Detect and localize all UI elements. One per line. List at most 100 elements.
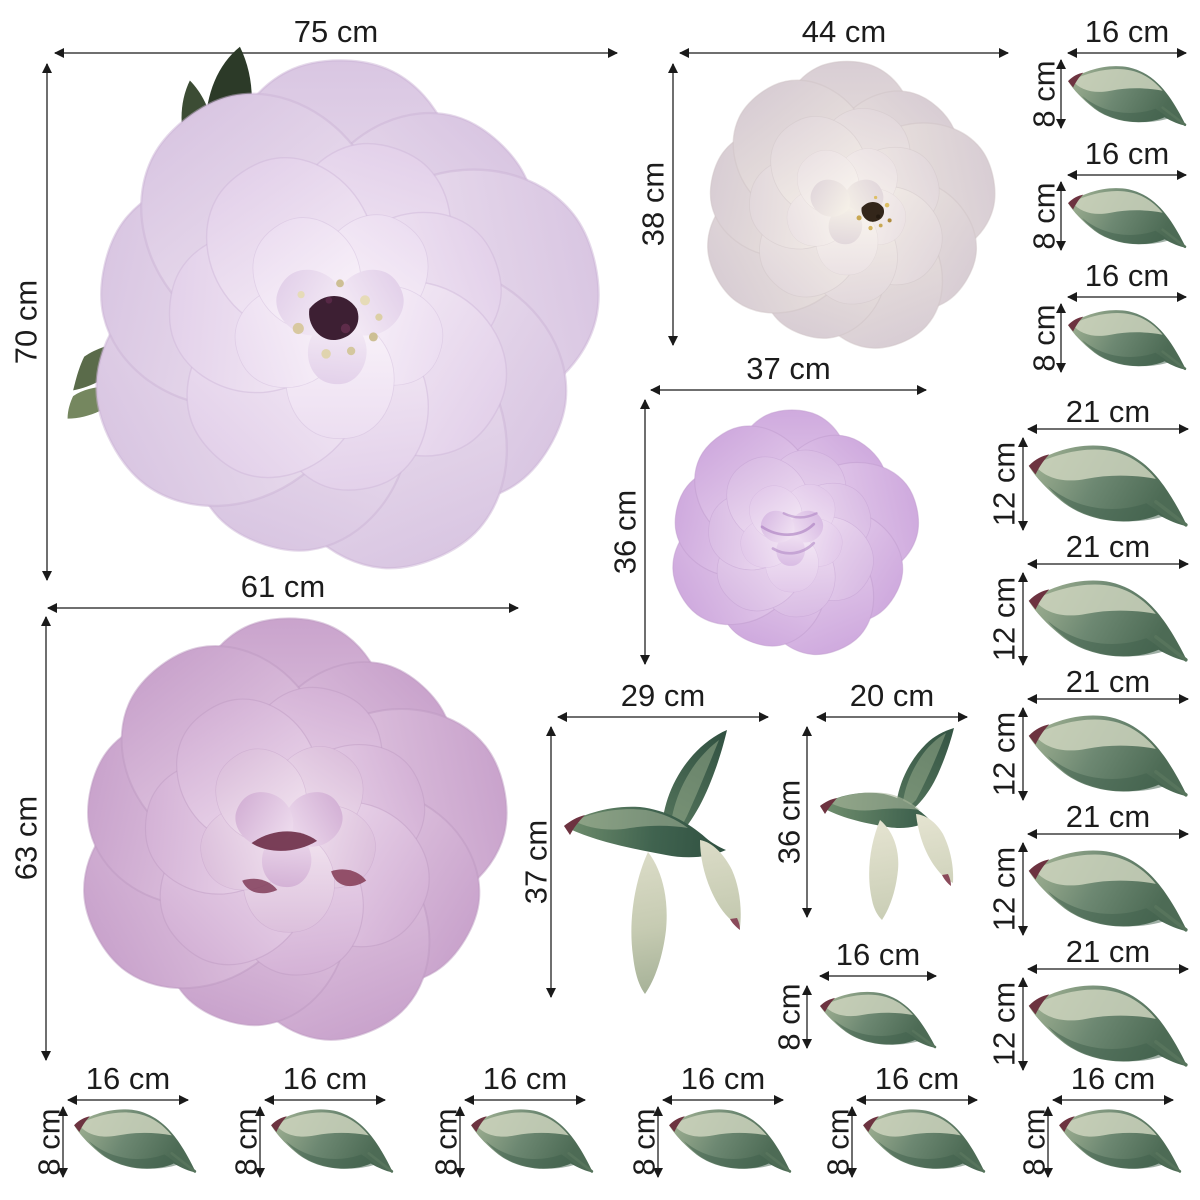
- height-label: 8 cm: [1026, 304, 1062, 372]
- width-arrow: [264, 1095, 386, 1105]
- width-label: 16 cm: [680, 1061, 766, 1096]
- height-arrow: [1018, 437, 1028, 531]
- width-arrow: [67, 1095, 189, 1105]
- height-arrow: [42, 63, 52, 581]
- width-label: 16 cm: [835, 937, 921, 972]
- height-label: 8 cm: [228, 1108, 264, 1176]
- leaf-art: [72, 1107, 198, 1174]
- peony-purple-art: [55, 614, 523, 1056]
- height-label: 37 cm: [518, 819, 554, 905]
- height-arrow: [802, 985, 812, 1049]
- width-arrow: [679, 48, 1009, 58]
- leaf-art: [818, 990, 938, 1050]
- height-label: 8 cm: [1026, 60, 1062, 128]
- width-label: 16 cm: [1084, 136, 1170, 171]
- width-label: 16 cm: [1070, 1061, 1156, 1096]
- leaf-art: [1066, 186, 1188, 250]
- width-label: 21 cm: [1065, 529, 1151, 564]
- leaf-art: [1026, 443, 1190, 529]
- height-label: 12 cm: [986, 981, 1022, 1067]
- width-arrow: [54, 48, 618, 58]
- height-arrow: [802, 726, 812, 918]
- width-arrow: [1027, 829, 1189, 839]
- height-label: 8 cm: [1026, 182, 1062, 250]
- width-arrow: [1027, 559, 1189, 569]
- width-arrow: [1067, 292, 1187, 302]
- width-label: 16 cm: [85, 1061, 171, 1096]
- branch-large-art: [562, 728, 743, 996]
- width-label: 37 cm: [746, 351, 831, 386]
- height-label: 36 cm: [607, 489, 643, 575]
- height-arrow: [1056, 181, 1066, 251]
- height-arrow: [640, 399, 650, 665]
- height-label: 12 cm: [986, 711, 1022, 797]
- width-arrow: [1027, 964, 1189, 974]
- width-arrow: [650, 385, 927, 395]
- height-arrow: [1018, 572, 1028, 666]
- peony-lavender-art: [62, 58, 618, 582]
- width-label: 16 cm: [874, 1061, 960, 1096]
- width-arrow: [1027, 694, 1189, 704]
- width-arrow: [1027, 424, 1189, 434]
- height-arrow: [255, 1106, 265, 1178]
- width-label: 75 cm: [293, 14, 379, 49]
- width-label: 21 cm: [1065, 799, 1151, 834]
- width-arrow: [1067, 48, 1187, 58]
- peony-lilac-art: [656, 402, 928, 668]
- width-label: 16 cm: [1084, 14, 1170, 49]
- height-label: 8 cm: [1016, 1108, 1052, 1176]
- width-label: 29 cm: [620, 678, 706, 713]
- peony-white-art: [688, 68, 1006, 348]
- width-arrow: [1067, 170, 1187, 180]
- leaf-art: [1026, 848, 1190, 934]
- height-label: 8 cm: [771, 983, 807, 1051]
- height-arrow: [455, 1106, 465, 1178]
- width-arrow: [557, 712, 769, 722]
- leaf-art: [667, 1107, 793, 1174]
- height-label: 8 cm: [626, 1108, 662, 1176]
- height-label: 38 cm: [635, 161, 671, 247]
- width-label: 16 cm: [282, 1061, 368, 1096]
- height-arrow: [847, 1106, 857, 1178]
- peony-center-crevices: [242, 831, 367, 894]
- leaf-art: [861, 1107, 987, 1174]
- height-arrow: [668, 63, 678, 346]
- height-label: 12 cm: [986, 576, 1022, 662]
- height-label: 8 cm: [428, 1108, 464, 1176]
- width-label: 61 cm: [240, 569, 326, 604]
- height-arrow: [653, 1106, 663, 1178]
- height-label: 63 cm: [8, 795, 44, 881]
- height-arrow: [41, 616, 51, 1061]
- width-label: 16 cm: [1084, 258, 1170, 293]
- width-label: 21 cm: [1065, 664, 1151, 699]
- height-arrow: [1018, 977, 1028, 1071]
- height-arrow: [1018, 707, 1028, 801]
- height-arrow: [1056, 59, 1066, 129]
- width-label: 44 cm: [801, 14, 887, 49]
- leaf-art: [1026, 983, 1190, 1069]
- leaf-art: [1066, 64, 1188, 128]
- width-arrow: [662, 1095, 784, 1105]
- peony-stamens: [292, 279, 383, 359]
- height-arrow: [1056, 303, 1066, 373]
- width-arrow: [816, 712, 968, 722]
- width-arrow: [856, 1095, 978, 1105]
- height-label: 70 cm: [8, 279, 44, 365]
- height-label: 36 cm: [771, 779, 807, 865]
- width-arrow: [47, 603, 519, 613]
- leaf-art: [1057, 1107, 1183, 1174]
- height-label: 8 cm: [31, 1108, 67, 1176]
- height-arrow: [1018, 842, 1028, 936]
- width-label: 21 cm: [1065, 394, 1151, 429]
- height-arrow: [58, 1106, 68, 1178]
- height-arrow: [1043, 1106, 1053, 1178]
- width-arrow: [464, 1095, 586, 1105]
- peony-stamens: [856, 195, 892, 231]
- width-arrow: [819, 971, 937, 981]
- height-label: 8 cm: [820, 1108, 856, 1176]
- leaf-art: [1066, 308, 1188, 372]
- leaf-art: [1026, 713, 1190, 799]
- leaf-art: [1026, 578, 1190, 664]
- width-arrow: [1052, 1095, 1174, 1105]
